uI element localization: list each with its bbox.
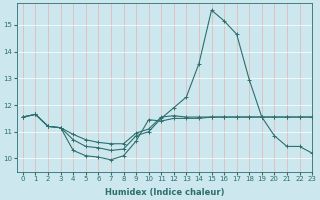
X-axis label: Humidex (Indice chaleur): Humidex (Indice chaleur) — [105, 188, 224, 197]
